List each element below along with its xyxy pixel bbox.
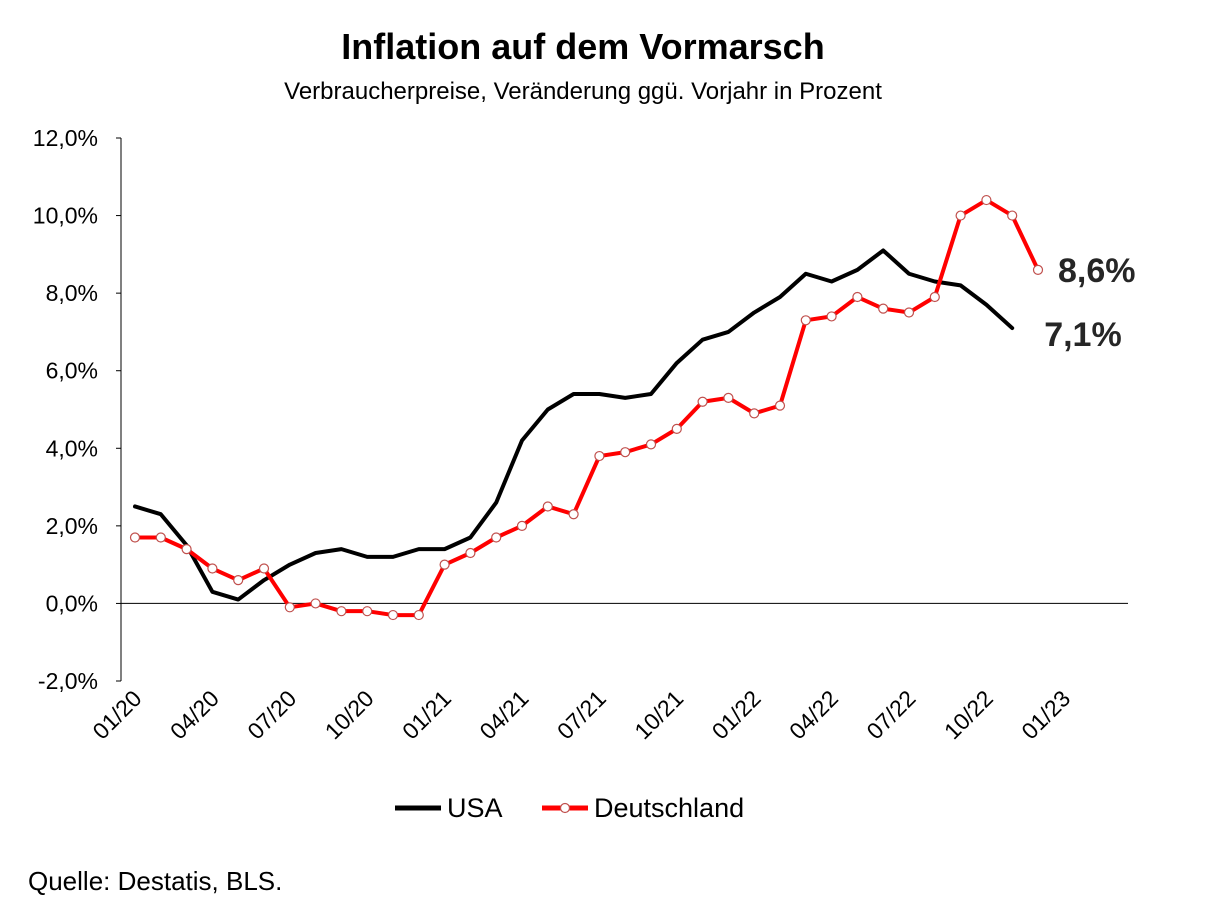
- data-point-deutschland: [1032, 264, 1044, 275]
- legend-marker-deutschland: [559, 802, 571, 814]
- data-point-deutschland: [155, 532, 166, 543]
- y-tick-label: 4,0%: [46, 435, 98, 461]
- series-line-usa: [133, 248, 1015, 602]
- data-point-deutschland: [233, 575, 244, 586]
- data-point-deutschland: [336, 606, 347, 617]
- data-point-deutschland: [878, 303, 889, 314]
- data-point-deutschland: [181, 544, 192, 555]
- chart-title: Inflation auf dem Vormarsch: [341, 26, 825, 67]
- x-tick-label: 07/21: [552, 685, 611, 744]
- data-point-deutschland: [413, 609, 424, 621]
- data-point-deutschland: [800, 315, 811, 326]
- data-point-deutschland: [955, 210, 966, 221]
- data-point-deutschland: [465, 547, 476, 559]
- end-value-label: 8,6%: [1058, 252, 1136, 290]
- data-point-deutschland: [749, 408, 760, 419]
- data-point-deutschland: [491, 532, 502, 543]
- data-point-deutschland: [129, 532, 141, 543]
- data-point-deutschland: [671, 423, 682, 434]
- data-point-deutschland: [258, 563, 270, 574]
- data-point-deutschland: [439, 559, 450, 570]
- data-point-deutschland: [620, 447, 631, 458]
- data-point-deutschland: [516, 520, 528, 531]
- x-tick-label: 01/20: [87, 685, 146, 744]
- data-point-deutschland: [723, 392, 734, 403]
- data-point-deutschland: [903, 307, 915, 318]
- data-point-deutschland: [981, 194, 992, 206]
- data-point-deutschland: [284, 602, 295, 613]
- data-point-deutschland: [362, 606, 373, 617]
- y-tick-label: 8,0%: [46, 280, 98, 306]
- x-tick-label: 01/22: [707, 685, 766, 744]
- data-point-deutschland: [852, 291, 863, 303]
- legend: USA Deutschland: [395, 793, 744, 823]
- y-tick-label: 0,0%: [46, 590, 98, 616]
- y-tick-label: 12,0%: [33, 125, 98, 151]
- chart-subtitle: Verbraucherpreise, Veränderung ggü. Vorj…: [284, 78, 882, 105]
- data-point-deutschland: [774, 400, 786, 411]
- x-tick-label: 10/21: [629, 685, 688, 744]
- data-point-deutschland: [387, 609, 399, 621]
- data-point-deutschland: [1007, 210, 1018, 221]
- data-point-deutschland: [207, 563, 218, 574]
- x-tick-label: 07/22: [861, 685, 920, 744]
- data-point-deutschland: [697, 396, 708, 407]
- x-tick-label: 01/23: [1016, 685, 1075, 744]
- data-point-deutschland: [568, 509, 579, 520]
- end-value-label: 7,1%: [1044, 316, 1122, 354]
- annotations: 8,6% 7,1%: [1044, 252, 1135, 354]
- data-point-deutschland: [542, 501, 553, 512]
- legend-label-usa: USA: [447, 793, 503, 823]
- x-tick-label: 10/22: [939, 685, 998, 744]
- y-tick-label: -2,0%: [38, 668, 98, 694]
- series-lines: [129, 194, 1044, 621]
- data-point-deutschland: [594, 450, 605, 462]
- source-note: Quelle: Destatis, BLS.: [28, 866, 283, 896]
- data-point-deutschland: [826, 311, 837, 322]
- data-point-deutschland: [310, 598, 321, 609]
- legend-label-deutschland: Deutschland: [594, 793, 744, 823]
- data-point-deutschland: [645, 439, 657, 450]
- x-tick-label: 10/20: [320, 685, 379, 744]
- series-line-deutschland: [133, 198, 1040, 618]
- x-tick-label: 04/20: [165, 685, 224, 744]
- y-tick-label: 2,0%: [46, 513, 98, 539]
- y-tick-label: 10,0%: [33, 203, 98, 229]
- x-tick-label: 07/20: [242, 685, 301, 744]
- y-tick-label: 6,0%: [46, 358, 98, 384]
- x-tick-label: 04/22: [784, 685, 843, 744]
- x-tick-label: 04/21: [474, 685, 533, 744]
- data-point-deutschland: [929, 291, 940, 303]
- x-tick-label: 01/21: [397, 685, 456, 744]
